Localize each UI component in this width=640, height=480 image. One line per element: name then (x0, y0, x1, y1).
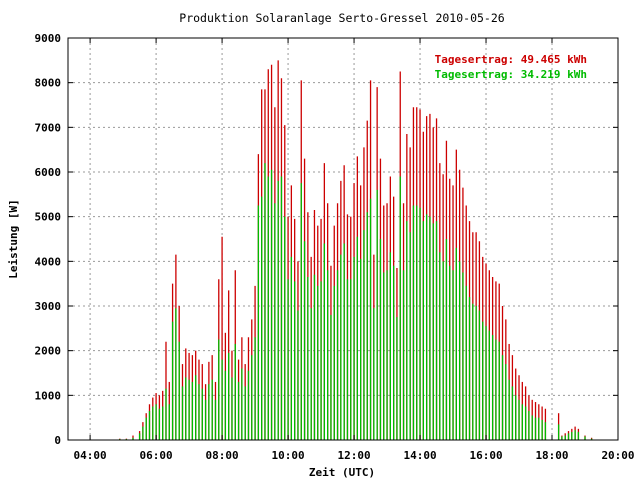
series-1 (119, 60, 593, 440)
x-tick-label: 14:00 (403, 449, 436, 462)
legend-entry-1: Tagesertrag: 49.465 kWh (435, 53, 587, 66)
x-tick-label: 08:00 (206, 449, 239, 462)
x-tick-label: 04:00 (74, 449, 107, 462)
y-tick-label: 5000 (35, 211, 62, 224)
grid-lines (68, 38, 618, 440)
y-tick-label: 4000 (35, 255, 62, 268)
y-axis-label: Leistung [W] (7, 199, 20, 278)
legend-entry-2: Tagesertrag: 34.219 kWh (435, 68, 587, 81)
x-tick-label: 18:00 (535, 449, 568, 462)
data-series (119, 60, 593, 440)
series-2 (119, 163, 593, 440)
plot-frame (67, 37, 619, 441)
x-tick-label: 12:00 (337, 449, 370, 462)
x-axis-label: Zeit (UTC) (309, 466, 375, 479)
y-axis: 0 1000 2000 3000 4000 5000 6000 7000 8000 9000 (35, 32, 618, 447)
chart-title: Produktion Solaranlage Serto-Gressel 201… (179, 11, 504, 25)
y-tick-label: 8000 (35, 77, 62, 90)
y-tick-label: 2000 (35, 345, 62, 358)
x-tick-label: 10:00 (272, 449, 305, 462)
x-tick-label: 06:00 (140, 449, 173, 462)
y-tick-label: 9000 (35, 32, 62, 45)
y-tick-label: 1000 (35, 389, 62, 402)
y-tick-label: 3000 (35, 300, 62, 313)
legend: Tagesertrag: 49.465 kWh Tagesertrag: 34.2… (435, 53, 587, 81)
x-tick-label: 20:00 (601, 449, 634, 462)
y-tick-label: 0 (54, 434, 61, 447)
y-tick-label: 6000 (35, 166, 62, 179)
x-axis: 04:00 06:00 08:00 10:00 12:00 14:00 16:00 18:00… (74, 38, 635, 462)
y-tick-label: 7000 (35, 121, 62, 134)
x-tick-label: 16:00 (469, 449, 502, 462)
